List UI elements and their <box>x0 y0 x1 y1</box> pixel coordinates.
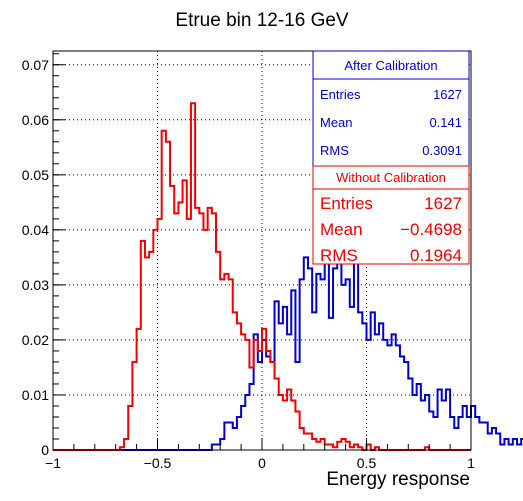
x-tick-label: 0 <box>258 455 266 471</box>
y-tick-label: 0.02 <box>22 332 49 348</box>
x-axis-title: Energy response <box>326 469 470 490</box>
x-tick-label: 0.5 <box>357 455 377 471</box>
y-tick-label: 0 <box>41 442 49 458</box>
stats-value: 0.1964 <box>410 246 462 265</box>
chart-title: Etrue bin 12-16 GeV <box>175 10 349 31</box>
stats-label: Entries <box>320 87 361 102</box>
stats-value: 0.3091 <box>422 143 462 158</box>
x-tick-label: 1 <box>467 455 475 471</box>
stats-label: Entries <box>320 194 373 213</box>
axes: −1 −0.5 0 0.5 1 0 0.01 0.02 0.03 0.04 0.05 0.06 0.07 <box>22 53 475 471</box>
y-tick-label: 0.06 <box>22 112 49 128</box>
y-tick-label: 0.04 <box>22 222 49 238</box>
stats-value: 0.141 <box>429 115 462 130</box>
stats-value: 1627 <box>424 194 462 213</box>
stats-label: Mean <box>320 115 353 130</box>
y-tick-label: 0.01 <box>22 387 49 403</box>
y-tick-label: 0.07 <box>22 57 49 73</box>
stats-box-header: After Calibration <box>344 58 437 73</box>
y-tick-label: 0.05 <box>22 167 49 183</box>
stats-label: RMS <box>320 143 349 158</box>
stats-label: Mean <box>320 220 363 239</box>
stats-value: 1627 <box>433 87 462 102</box>
y-tick-label: 0.03 <box>22 277 49 293</box>
stats-label: RMS <box>320 246 358 265</box>
stats-box-after <box>312 50 470 167</box>
stats-value: −0.4698 <box>400 220 462 239</box>
x-tick-label: −1 <box>45 455 61 471</box>
x-tick-label: −0.5 <box>144 455 172 471</box>
stats-boxes: After Calibration Entries 1627 Mean 0.141 RMS… <box>312 50 470 265</box>
stats-box-header: Without Calibration <box>336 170 446 185</box>
stats-box-without <box>312 165 470 265</box>
